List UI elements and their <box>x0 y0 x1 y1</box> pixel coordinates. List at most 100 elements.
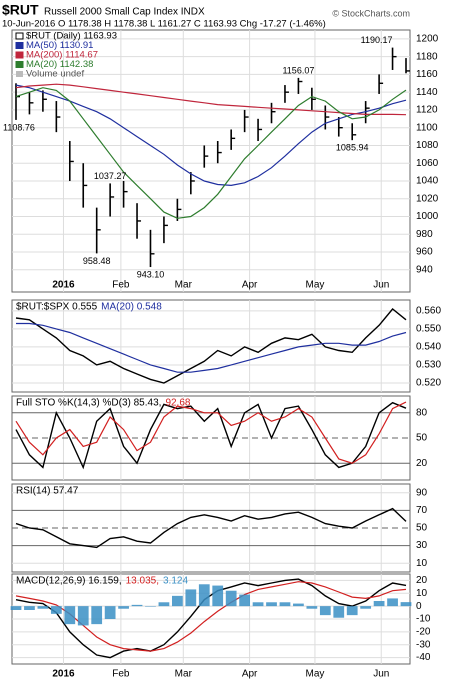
histogram-bar <box>24 606 35 610</box>
histogram-bar <box>306 606 318 609</box>
histogram-bar <box>239 594 250 607</box>
price-annotation: 1108.76 <box>3 122 35 132</box>
histogram-bar <box>158 602 170 607</box>
y-tick-label: 1200 <box>416 34 439 45</box>
legend-label: MA(200) 1114.67 <box>26 50 98 61</box>
legend-label: MA(20) 0.548 <box>101 302 162 313</box>
panel-frame <box>11 29 411 293</box>
y-tick-label: -20 <box>416 626 431 637</box>
histogram-bar <box>145 606 156 607</box>
y-tick-label: 10 <box>416 588 428 599</box>
legend-label: Volume undef <box>26 69 84 80</box>
x-tick-label: Apr <box>242 669 258 680</box>
y-tick-label: 30 <box>416 540 428 551</box>
x-tick-label: Apr <box>242 280 258 291</box>
histogram-bar <box>333 606 345 618</box>
price-annotation: 958.48 <box>83 256 111 266</box>
y-tick-label: 1100 <box>416 122 438 133</box>
histogram-bar <box>185 589 197 607</box>
y-tick-label: 1160 <box>416 69 438 80</box>
histogram-bar <box>212 585 224 607</box>
histogram-bar <box>198 584 210 607</box>
y-tick-label: 980 <box>416 229 433 240</box>
legend-swatch <box>15 42 24 49</box>
histogram-bar <box>118 606 129 609</box>
x-tick-label: Jun <box>373 669 389 680</box>
legend-label: 92.68 <box>165 398 190 409</box>
legend-label: Full STO %K(14,3) %D(3) 85.43, <box>16 398 161 409</box>
series-line <box>15 87 407 219</box>
quote: 10-Jun-2016 O 1178.38 H 1178.38 L 1161.2… <box>2 19 326 30</box>
x-tick-label: Mar <box>175 669 193 680</box>
series-line <box>15 84 407 187</box>
histogram-bar <box>77 606 89 626</box>
y-tick-label: 0 <box>416 601 422 612</box>
x-tick-label: Feb <box>112 669 130 680</box>
histogram-bar <box>266 602 277 607</box>
legend-swatch <box>15 32 24 40</box>
y-tick-label: 1180 <box>416 51 438 62</box>
legend-label: MA(20) 1142.38 <box>26 59 93 70</box>
y-tick-label: 90 <box>416 487 428 498</box>
price-annotation: 1037.27 <box>94 171 127 181</box>
histogram-bar <box>360 606 372 609</box>
y-tick-label: -10 <box>416 614 431 625</box>
series-line <box>15 308 407 384</box>
panel-frame <box>11 299 411 393</box>
series-line <box>15 578 407 659</box>
histogram-bar <box>37 606 49 609</box>
y-tick-label: 960 <box>416 247 433 258</box>
legend-swatch <box>15 51 24 59</box>
x-tick-label: Feb <box>112 280 130 291</box>
y-tick-label: 1140 <box>416 87 438 98</box>
legend-label: RSI(14) 57.47 <box>16 486 79 497</box>
y-tick-label: 50 <box>416 433 428 444</box>
histogram-bar <box>131 604 143 607</box>
series-line <box>15 401 407 464</box>
y-tick-label: 10 <box>416 558 428 569</box>
x-tick-label: Mar <box>175 280 193 291</box>
histogram-bar <box>293 603 304 607</box>
y-tick-label: 0.520 <box>416 378 441 389</box>
y-tick-label: 70 <box>416 505 428 516</box>
legend-label: MA(50) 1130.91 <box>26 40 93 51</box>
y-tick-label: 80 <box>416 407 428 418</box>
histogram-bar <box>319 606 331 616</box>
y-tick-label: 1000 <box>416 211 439 222</box>
y-tick-label: 1120 <box>416 105 438 116</box>
y-tick-label: -40 <box>416 652 431 663</box>
series-line <box>15 401 407 470</box>
x-tick-label: May <box>306 669 325 680</box>
histogram-bar <box>91 606 103 625</box>
series-line <box>16 322 407 373</box>
y-tick-label: 940 <box>416 264 433 275</box>
histogram-bar <box>346 606 358 616</box>
x-tick-label: 2016 <box>52 669 75 680</box>
histogram-bar <box>64 606 76 625</box>
histogram-bar <box>400 602 412 607</box>
x-tick-label: Jun <box>373 280 389 291</box>
histogram-bar <box>172 595 183 607</box>
y-tick-label: 1060 <box>416 158 439 169</box>
price-annotation: 943.10 <box>137 269 165 279</box>
y-tick-label: 20 <box>416 575 428 586</box>
y-tick-label: 0.530 <box>416 360 441 371</box>
histogram-bar <box>373 601 385 607</box>
legend-label: 3.124 <box>163 576 188 587</box>
x-tick-label: May <box>306 280 325 291</box>
price-annotation: 1085.94 <box>336 143 369 153</box>
legend-label: 13.035, <box>126 576 159 587</box>
price-annotation: 1190.17 <box>361 35 393 45</box>
y-tick-label: -30 <box>416 639 431 650</box>
y-tick-label: 50 <box>416 523 428 534</box>
credit: © StockCharts.com <box>332 8 410 18</box>
histogram-bar <box>10 606 22 610</box>
legend-label: MACD(12,26,9) 16.159, <box>16 576 122 587</box>
legend-swatch <box>15 61 24 68</box>
symbol: $RUT <box>2 2 39 18</box>
histogram-bar <box>279 602 291 607</box>
histogram-bar <box>252 602 264 607</box>
y-tick-label: 20 <box>416 458 428 469</box>
y-tick-label: 0.540 <box>416 342 441 353</box>
